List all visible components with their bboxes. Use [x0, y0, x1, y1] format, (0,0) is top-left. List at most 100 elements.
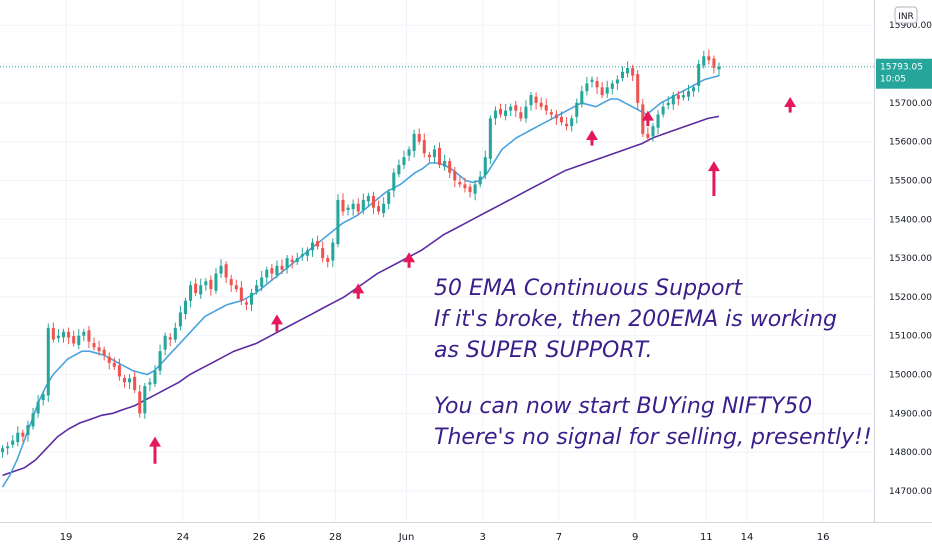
- candle-body: [194, 283, 198, 294]
- candle-body: [666, 102, 670, 106]
- price-tick-label: 15500.00: [889, 176, 932, 186]
- candle-body: [402, 157, 406, 165]
- candle-body: [366, 195, 370, 202]
- candle-body: [326, 258, 330, 262]
- candle-body: [590, 79, 594, 82]
- candle-body: [234, 285, 238, 290]
- annotation-line-1: 50 EMA Continuous Support: [434, 276, 744, 301]
- price-tick-label: 15100.00: [889, 332, 932, 342]
- time-tick-label: 14: [741, 532, 754, 543]
- candle-body: [692, 87, 696, 92]
- candle-body: [72, 336, 76, 344]
- candle-body: [102, 349, 106, 356]
- price-tick-label: 14900.00: [889, 409, 932, 419]
- candle-body: [473, 184, 477, 194]
- candle-body: [82, 331, 86, 336]
- candle-body: [331, 242, 335, 261]
- candle-body: [31, 413, 35, 427]
- currency-label: INR: [898, 12, 914, 22]
- candle-body: [280, 265, 284, 270]
- support-arrow-head: [148, 436, 161, 447]
- candle-body: [189, 285, 193, 301]
- candle-body: [620, 71, 624, 79]
- candle-body: [509, 106, 513, 111]
- candle-body: [600, 87, 604, 96]
- candle-body: [244, 302, 248, 305]
- candle-body: [133, 376, 137, 391]
- candle-body: [498, 109, 503, 115]
- candle-body: [387, 192, 391, 204]
- price-tick-label: 15700.00: [889, 99, 932, 109]
- candle-body: [310, 242, 315, 251]
- candle-body: [128, 378, 132, 383]
- time-axis-ticks: 19 24 26 28 Jun 3 7 9 11 14 16: [60, 532, 830, 543]
- candle-body: [676, 95, 680, 99]
- price-tick-label: 15000.00: [889, 371, 932, 381]
- annotation-text: 50 EMA Continuous Support If it's broke,…: [434, 276, 872, 450]
- candle-body: [295, 258, 299, 262]
- support-arrow-head: [641, 110, 654, 121]
- candle-body: [565, 123, 569, 127]
- candle-body: [585, 83, 589, 92]
- candle-body: [61, 331, 66, 338]
- candle-body: [148, 382, 152, 385]
- candle-body: [524, 106, 528, 119]
- candle-body: [371, 195, 376, 208]
- candle-body: [92, 343, 96, 348]
- time-tick-label: 16: [817, 532, 830, 543]
- candle-body: [41, 393, 45, 401]
- candle-body: [290, 259, 294, 262]
- candle-body: [656, 114, 660, 128]
- candle-body: [11, 440, 15, 445]
- price-tick-label: 15600.00: [889, 138, 932, 148]
- candle-body: [183, 300, 187, 314]
- candle-body: [615, 79, 619, 84]
- candle-body: [138, 391, 142, 414]
- candle-body: [443, 161, 447, 167]
- candle-body: [493, 110, 497, 119]
- candle-body: [559, 116, 564, 123]
- candle-body: [336, 199, 340, 245]
- candle-body: [275, 265, 279, 276]
- candle-body: [392, 172, 396, 191]
- candle-body: [671, 95, 675, 105]
- annotation-line-3: as SUPER SUPPORT.: [434, 338, 652, 363]
- support-arrows: [148, 97, 797, 464]
- price-tick-label: 14700.00: [889, 487, 932, 497]
- candle-body: [265, 269, 269, 278]
- candle-body: [168, 337, 172, 340]
- candle-body: [26, 424, 30, 436]
- candle-body: [305, 250, 309, 256]
- candle-body: [87, 330, 91, 342]
- candles: [1, 49, 721, 458]
- ema200-path: [2, 115, 720, 477]
- candle-body: [122, 378, 127, 383]
- candle-body: [534, 96, 538, 103]
- ema200-line: [2, 115, 720, 477]
- candle-body: [285, 258, 289, 269]
- candle-body: [321, 247, 325, 259]
- candle-body: [341, 199, 345, 212]
- candle-body: [107, 356, 111, 363]
- candle-body: [458, 182, 462, 185]
- candle-body: [1, 448, 5, 453]
- candle-body: [255, 285, 259, 292]
- candle-body: [610, 83, 614, 89]
- price-tick-label: 15300.00: [889, 254, 932, 264]
- candle-body: [539, 102, 543, 107]
- candle-body: [488, 118, 492, 159]
- candle-body: [570, 118, 574, 127]
- time-tick-label: 24: [177, 532, 190, 543]
- candle-body: [478, 176, 482, 185]
- candle-body: [97, 347, 101, 352]
- candle-body: [438, 147, 442, 165]
- candle-body: [702, 56, 706, 66]
- time-tick-label: 28: [329, 532, 342, 543]
- candle-body: [46, 327, 50, 396]
- candle-body: [270, 268, 274, 274]
- time-axis-background[interactable]: [0, 523, 874, 550]
- currency-badge[interactable]: INR: [894, 6, 918, 24]
- ema50-path: [1, 74, 720, 488]
- candle-body: [173, 327, 177, 340]
